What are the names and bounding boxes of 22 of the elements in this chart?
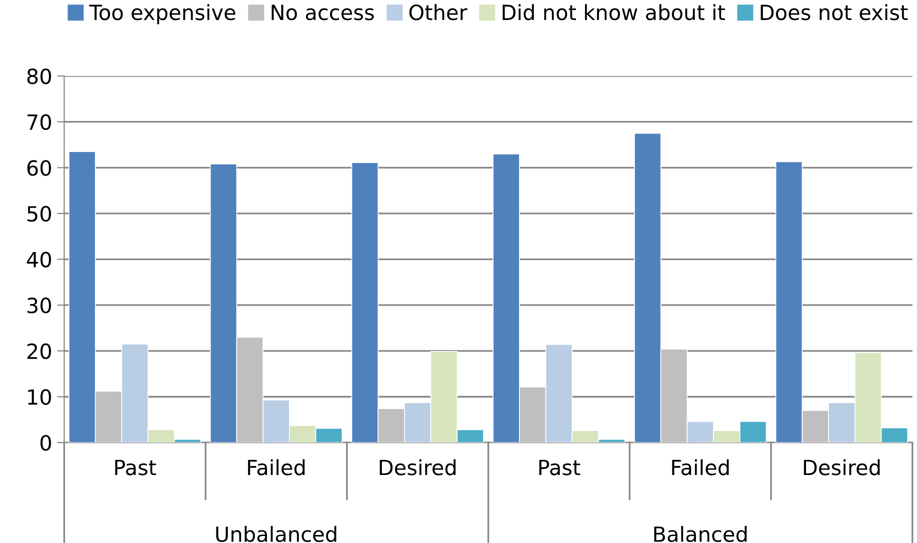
y-tick-label: 40	[26, 252, 51, 268]
x-tick-label: Past	[115, 460, 156, 476]
x-tick-label: Past	[539, 460, 580, 476]
legend-label: Other	[409, 4, 468, 20]
legend-label: Does not exist	[760, 4, 908, 20]
x-tick-label: Failed	[248, 459, 305, 476]
x-tick-label: Desired	[380, 459, 456, 476]
legend-label: Too expensive	[89, 4, 236, 24]
y-tick-label: 70	[28, 114, 51, 130]
legend-label: No access	[272, 4, 374, 20]
y-tick-label: 60	[27, 160, 51, 176]
y-tick-label: 0	[40, 435, 51, 451]
text: Balanced	[654, 526, 747, 542]
y-tick-label: 10	[28, 389, 51, 405]
x-tick-label: Desired	[804, 459, 880, 476]
x-tick-label: Failed	[672, 459, 729, 476]
y-tick-label: 50	[27, 206, 51, 222]
y-tick-label: 20	[27, 343, 51, 360]
y-tick-label: 80	[27, 68, 51, 84]
legend-label: Did not know about it	[502, 4, 725, 20]
text: Unbalanced	[216, 526, 336, 542]
y-tick-label: 30	[27, 298, 51, 314]
